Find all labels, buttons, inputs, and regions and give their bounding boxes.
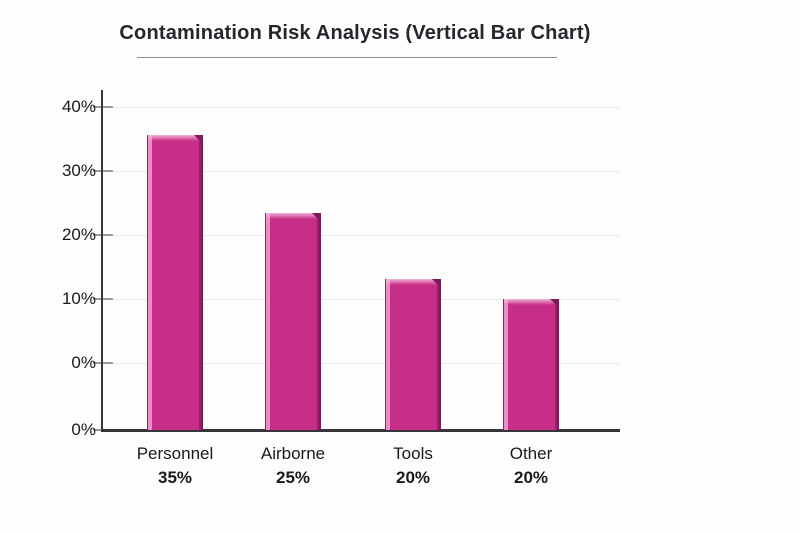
x-axis-line bbox=[101, 429, 620, 432]
bar-top-bevel bbox=[148, 135, 201, 141]
y-axis-line bbox=[101, 90, 103, 430]
bar bbox=[503, 299, 559, 430]
bar-corner-shadow bbox=[550, 299, 559, 308]
bar-top-bevel bbox=[266, 213, 319, 219]
bar bbox=[265, 213, 321, 430]
bar bbox=[147, 135, 203, 430]
y-axis-label: 10% bbox=[61, 289, 96, 308]
y-axis-tick bbox=[93, 298, 113, 300]
category-label: Tools bbox=[393, 444, 433, 463]
bar bbox=[385, 279, 441, 430]
title-underline bbox=[137, 57, 557, 58]
category-label: Airborne bbox=[260, 444, 326, 463]
value-label: 25% bbox=[275, 468, 311, 487]
y-axis-tick bbox=[93, 170, 113, 172]
gridline bbox=[102, 171, 620, 172]
y-axis-tick bbox=[93, 234, 113, 236]
bar-corner-shadow bbox=[432, 279, 441, 288]
gridline bbox=[102, 363, 620, 364]
value-label: 35% bbox=[157, 468, 193, 487]
y-axis-tick bbox=[93, 362, 113, 364]
value-label: 20% bbox=[395, 468, 431, 487]
gridline bbox=[102, 235, 620, 236]
bar-corner-shadow bbox=[312, 213, 321, 222]
y-axis-label: 20% bbox=[61, 225, 96, 244]
value-label: 20% bbox=[513, 468, 549, 487]
chart-title: Contamination Risk Analysis (Vertical Ba… bbox=[119, 22, 591, 44]
category-label: Personnel bbox=[136, 444, 214, 463]
bar-corner-shadow bbox=[194, 135, 203, 144]
gridline bbox=[102, 299, 620, 300]
bar-top-bevel bbox=[504, 299, 557, 305]
gridline bbox=[102, 107, 620, 108]
y-axis-tick bbox=[93, 106, 113, 108]
y-axis-label: 0% bbox=[71, 420, 96, 439]
bar-top-bevel bbox=[386, 279, 439, 285]
y-axis-label: 40% bbox=[61, 97, 96, 116]
y-axis-label: 0% bbox=[71, 353, 96, 372]
y-axis-label: 30% bbox=[61, 161, 96, 180]
category-label: Other bbox=[509, 444, 553, 463]
